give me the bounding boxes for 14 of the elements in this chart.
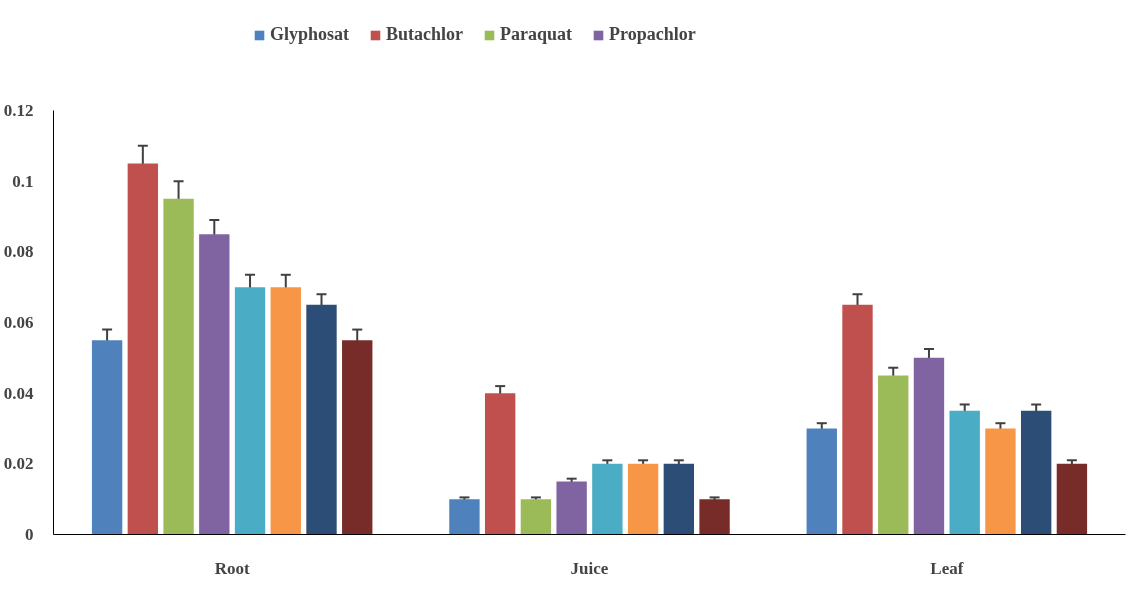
- x-tick-label: Leaf: [930, 558, 964, 578]
- y-tick-label: 0.1: [12, 171, 34, 191]
- y-tick-label: 0: [25, 525, 34, 544]
- y-tick-label: 0.08: [3, 242, 34, 262]
- x-tick-label: Juice: [570, 558, 609, 578]
- y-tick-label: 0.04: [3, 383, 34, 403]
- y-tick-label: 0.02: [3, 454, 34, 474]
- legend-label: Paraquat: [500, 24, 573, 45]
- legend-label: Propachlor: [609, 24, 696, 45]
- x-tick-label: Root: [214, 558, 250, 578]
- legend-label: Butachlor: [386, 24, 464, 45]
- y-tick-label: 0.06: [3, 313, 34, 332]
- y-tick-label: 0.12: [3, 101, 34, 120]
- legend-label: Glyphosat: [270, 24, 350, 45]
